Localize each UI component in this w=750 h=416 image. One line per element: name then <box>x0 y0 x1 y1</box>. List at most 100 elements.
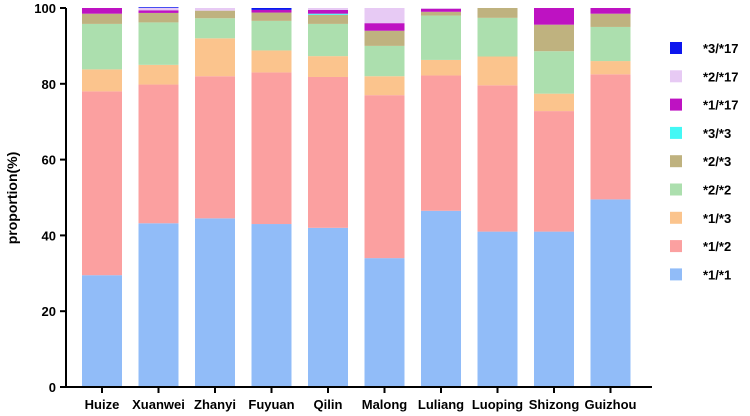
bar-segment-malong-3 <box>364 45 405 77</box>
bar-segment-qilin-2 <box>308 56 348 77</box>
bar-segment-guizhou-2 <box>590 61 631 75</box>
bar-segment-xuanwei-8 <box>138 7 179 8</box>
bar-segment-xuanwei-7 <box>138 8 179 11</box>
bar-segment-luliang-0 <box>421 210 461 387</box>
bar-segment-malong-1 <box>364 95 405 259</box>
bar-segment-zhanyi-0 <box>195 218 235 387</box>
bar-segment-shizong-3 <box>534 51 574 94</box>
x-tick-label-qilin: Qilin <box>314 397 343 412</box>
y-tick-label: 100 <box>34 1 56 16</box>
legend-label: *2/*2 <box>703 183 731 198</box>
bar-segment-shizong-6 <box>534 8 574 25</box>
bar-segment-shizong-0 <box>534 231 574 387</box>
bar-segment-fuyuan-0 <box>251 224 292 387</box>
x-tick-label-zhanyi: Zhanyi <box>194 397 236 412</box>
bar-segment-fuyuan-4 <box>251 12 292 21</box>
bar-segment-fuyuan-2 <box>251 50 292 73</box>
legend-label: *1/*17 <box>703 98 738 113</box>
bar-segment-guizhou-3 <box>590 26 631 62</box>
x-tick-label-xuanwei: Xuanwei <box>132 397 185 412</box>
bar-segment-huize-6 <box>82 8 122 14</box>
bar-segment-luoping-4 <box>477 8 518 18</box>
bar-segment-xuanwei-1 <box>138 84 179 224</box>
bar-segment-shizong-2 <box>534 93 574 112</box>
bar-segment-guizhou-0 <box>590 199 631 387</box>
bar-segment-huize-4 <box>82 13 122 24</box>
bar-segment-luoping-2 <box>477 56 518 86</box>
bar-segment-guizhou-6 <box>590 8 631 14</box>
legend-swatch <box>670 70 682 83</box>
legend-label: *2/*17 <box>703 69 738 84</box>
bar-segment-xuanwei-4 <box>138 12 179 23</box>
bar-segment-luoping-3 <box>477 17 518 57</box>
bar-segment-shizong-1 <box>534 111 574 232</box>
bar-segment-xuanwei-3 <box>138 22 179 65</box>
bar-segment-guizhou-1 <box>590 74 631 200</box>
bar-segment-qilin-6 <box>308 9 348 14</box>
bar-segment-fuyuan-8 <box>251 8 292 10</box>
legend-swatch <box>670 268 682 281</box>
bar-segment-xuanwei-6 <box>138 10 179 13</box>
x-tick-label-malong: Malong <box>362 397 408 412</box>
legend-swatch <box>670 211 682 224</box>
y-tick-label: 20 <box>42 304 56 319</box>
legend-swatch <box>670 155 682 168</box>
legend-label: *1/*1 <box>703 267 731 282</box>
bar-segment-qilin-7 <box>308 8 348 10</box>
y-axis-title: proportion(%) <box>4 152 20 245</box>
bar-segment-huize-2 <box>82 69 122 92</box>
bar-segment-malong-4 <box>364 30 405 46</box>
bar-segment-zhanyi-2 <box>195 38 235 77</box>
bar-segment-xuanwei-0 <box>138 223 179 387</box>
legend-label: *1/*3 <box>703 211 731 226</box>
bar-segment-fuyuan-6 <box>251 9 292 13</box>
bar-segment-qilin-3 <box>308 23 348 57</box>
bar-segment-xuanwei-2 <box>138 64 179 85</box>
x-tick-label-shizong: Shizong <box>529 397 580 412</box>
bar-segment-malong-7 <box>364 8 405 24</box>
bar-segment-qilin-1 <box>308 76 348 228</box>
x-tick-label-luliang: Luliang <box>418 397 464 412</box>
legend-label: *3/*17 <box>703 41 738 56</box>
bar-segment-luliang-7 <box>421 8 461 9</box>
legend-swatch <box>670 98 682 111</box>
bar-segment-qilin-5 <box>308 13 348 15</box>
bar-segment-zhanyi-7 <box>195 8 235 11</box>
x-tick-label-fuyuan: Fuyuan <box>248 397 294 412</box>
bar-segment-zhanyi-1 <box>195 76 235 219</box>
bar-segment-malong-0 <box>364 258 405 387</box>
bar-segment-luliang-2 <box>421 59 461 76</box>
legend-swatch <box>670 126 682 139</box>
bar-segment-luoping-1 <box>477 85 518 232</box>
bar-segment-guizhou-4 <box>590 13 631 27</box>
y-ticks-group: 0 20 40 60 80 100 <box>34 1 66 395</box>
legend-label: *3/*3 <box>703 126 731 141</box>
bar-segment-huize-0 <box>82 275 122 387</box>
bar-segment-fuyuan-3 <box>251 20 292 51</box>
legend-label: *1/*2 <box>703 239 731 254</box>
bar-segment-luliang-6 <box>421 8 461 12</box>
bar-segment-qilin-0 <box>308 227 348 387</box>
bar-segment-luliang-4 <box>421 11 461 16</box>
bar-segment-luliang-1 <box>421 75 461 211</box>
legend-swatch <box>670 183 682 196</box>
bar-segment-shizong-4 <box>534 24 574 52</box>
x-ticks-group: Huize Xuanwei Zhanyi Fuyuan Qilin Malong Lulia… <box>85 387 637 412</box>
bar-segment-qilin-4 <box>308 14 348 24</box>
bar-segment-zhanyi-3 <box>195 18 235 39</box>
bar-segment-malong-6 <box>364 23 405 31</box>
bar-segment-luoping-0 <box>477 231 518 387</box>
bar-segment-zhanyi-4 <box>195 10 235 19</box>
x-tick-label-huize: Huize <box>85 397 120 412</box>
bar-segment-huize-1 <box>82 91 122 276</box>
bars-group <box>82 7 631 387</box>
bar-segment-luliang-3 <box>421 15 461 60</box>
bar-segment-malong-2 <box>364 76 405 96</box>
bar-segment-huize-3 <box>82 23 122 70</box>
legend: *3/*17 *2/*17 *1/*17 *3/*3 *2/*3 *2/*2 *1/*3 *1… <box>670 41 738 282</box>
y-tick-label: 40 <box>42 228 56 243</box>
y-tick-label: 60 <box>42 153 56 168</box>
bar-segment-fuyuan-1 <box>251 72 292 225</box>
legend-label: *2/*3 <box>703 154 731 169</box>
